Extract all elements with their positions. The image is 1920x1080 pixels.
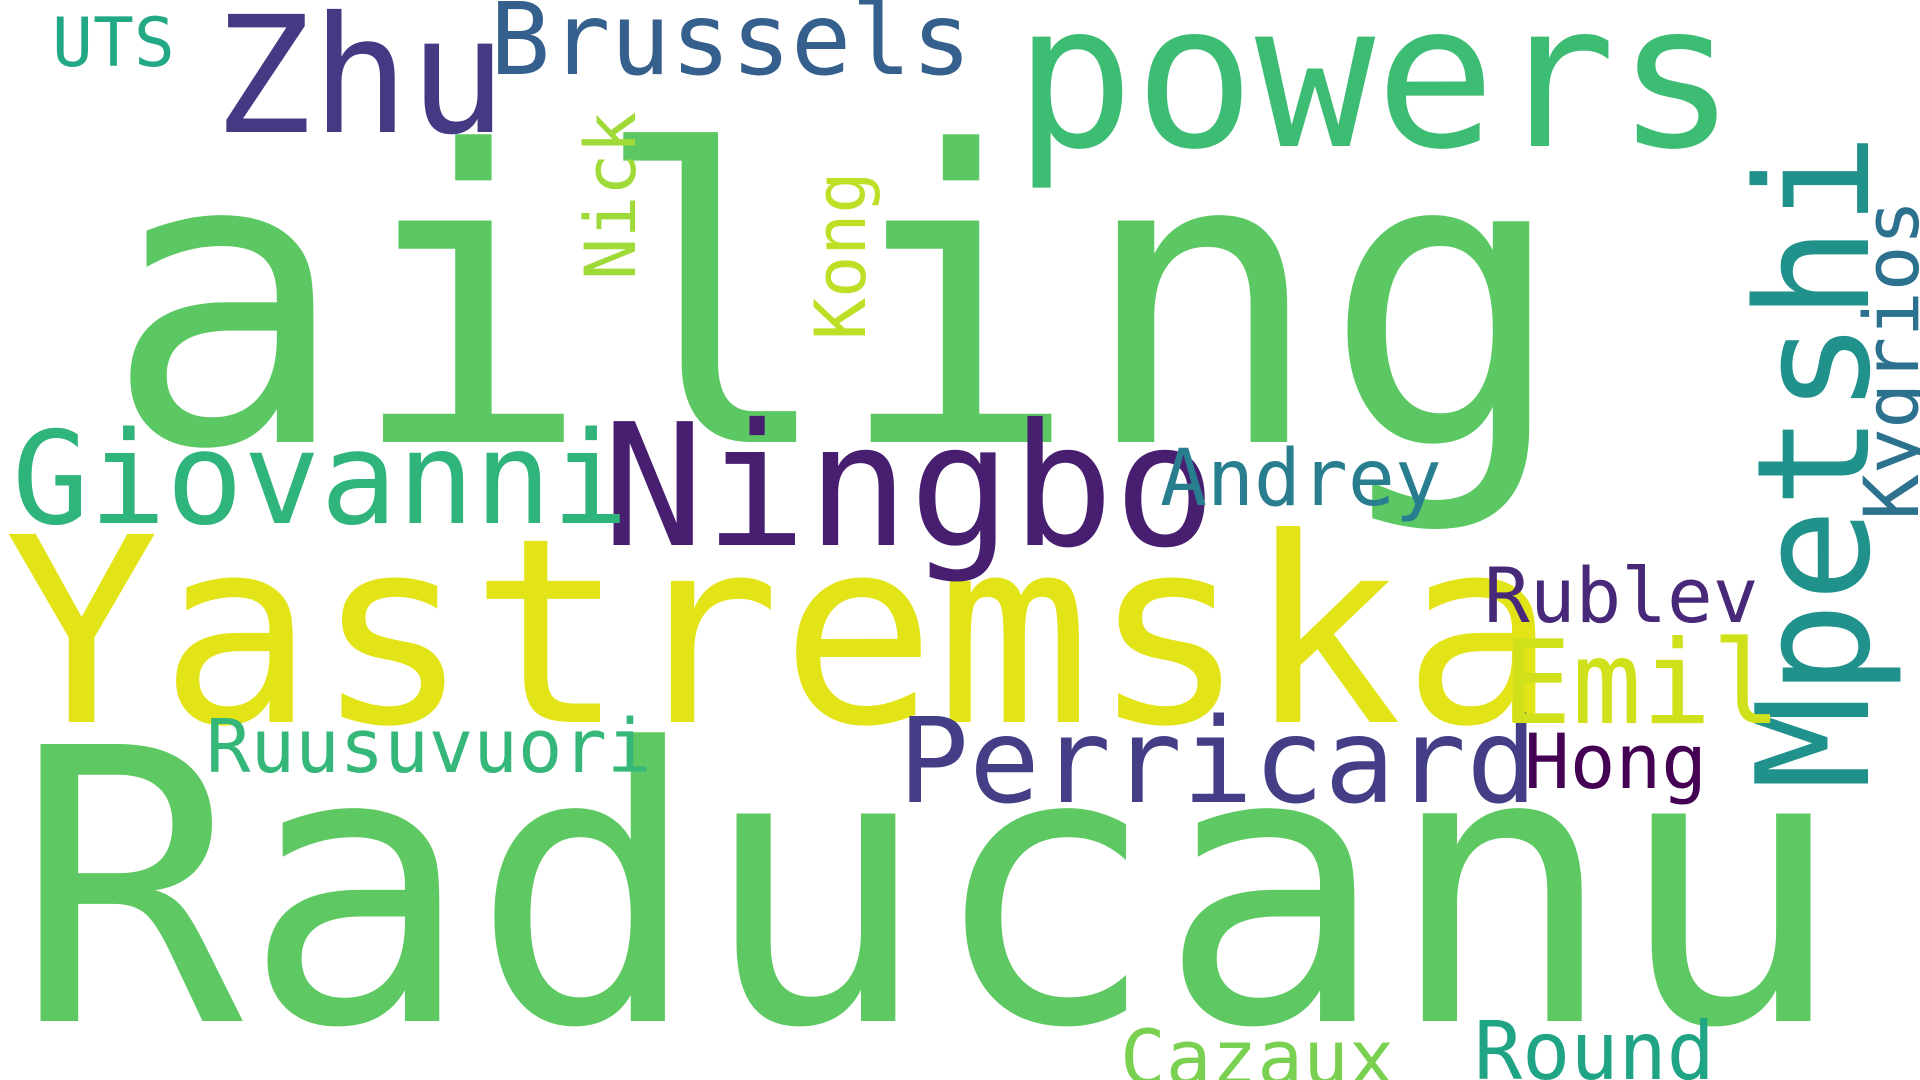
word-uts: UTS bbox=[52, 4, 175, 83]
word-perricard: Perricard bbox=[898, 692, 1538, 830]
word-powers: powers bbox=[1014, 0, 1737, 194]
word-rublev: Rublev bbox=[1484, 551, 1759, 640]
word-brussels: Brussels bbox=[490, 0, 972, 98]
word-giovanni: Giovanni bbox=[12, 405, 629, 554]
word-raducanu: Raducanu bbox=[14, 668, 1845, 1080]
word-ailing: ailing bbox=[104, 66, 1567, 538]
word-ruusuvuori: Ruusuvuori bbox=[206, 704, 652, 790]
word-nick: Nick bbox=[570, 111, 652, 280]
word-hong: Hong bbox=[1524, 717, 1708, 806]
word-emil: Emil bbox=[1502, 616, 1782, 751]
word-round: Round bbox=[1474, 1005, 1715, 1080]
word-andrey: Andrey bbox=[1160, 434, 1442, 524]
word-yastremska: Yastremska bbox=[4, 483, 1558, 783]
word-cazaux: Cazaux bbox=[1120, 1013, 1395, 1080]
word-ningbo: Ningbo bbox=[602, 388, 1217, 586]
word-kong: Kong bbox=[800, 171, 882, 340]
word-kygrios: Kygrios bbox=[1847, 199, 1920, 520]
word-zhu: Zhu bbox=[214, 0, 507, 171]
